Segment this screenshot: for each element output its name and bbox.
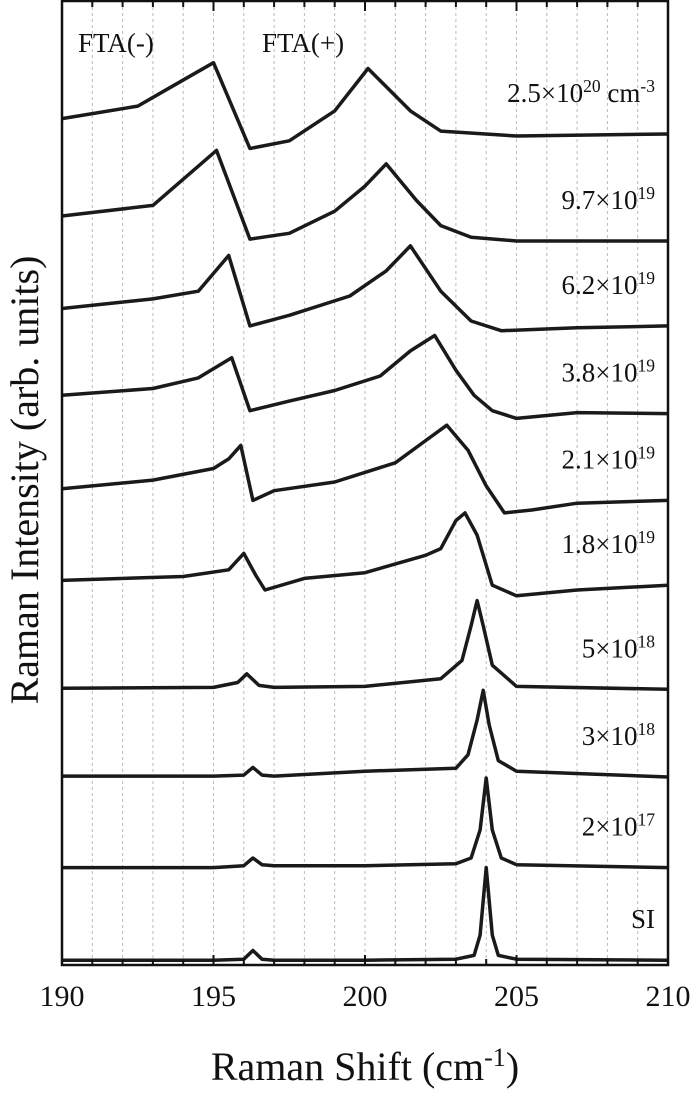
series-label: 3×1018 [582,719,656,751]
annotation: FTA(+) [262,28,344,58]
text-part: ) [506,1044,519,1089]
text-part: 2.5×10 [507,78,583,108]
y-axis-title: Raman Intensity (arb. units) [2,256,47,705]
series-label: 6.2×1019 [561,268,655,300]
superscript: 18 [637,631,655,651]
series-label: 5×1018 [582,631,656,663]
spectrum-line [62,776,669,870]
text-part: 2×10 [582,812,638,842]
ticks: 190 195 200 205 210 [40,1,691,1013]
spectra [61,60,669,962]
series-label: SI [631,904,655,934]
spectrum-line [61,511,669,598]
superscript: 19 [637,356,655,376]
spectrum-line [61,598,669,692]
x-tick-label: 190 [40,980,85,1013]
superscript: 20 [583,76,601,96]
superscript: 19 [637,527,655,547]
superscript: 19 [637,442,655,462]
text-part: cm [601,78,641,108]
text-part: Raman Shift (cm [211,1044,484,1089]
text-part: 5×10 [582,633,638,663]
annotation: FTA(-) [78,28,154,58]
x-tick-label: 205 [494,980,539,1013]
x-tick-label: 210 [646,980,691,1013]
series-label: 2.1×1019 [561,442,655,474]
grid [91,1,639,965]
text-part: 3×10 [582,721,638,751]
series-label: 3.8×1019 [561,356,655,388]
superscript: 18 [637,719,655,739]
spectrum-line [61,148,668,243]
spectrum-line [61,423,669,515]
x-axis-title: Raman Shift (cm-1) [211,1043,519,1090]
spectrum-line [62,688,669,779]
series-label: 2×1017 [582,810,656,842]
text-part: 6.2×10 [561,270,637,300]
text-part: 2.1×10 [561,444,637,474]
superscript: 19 [637,268,655,288]
superscript: -3 [640,76,655,96]
text-part: SI [631,904,655,934]
x-tick-label: 200 [343,980,388,1013]
series-labels: 2.5×1020 cm-39.7×10196.2×10193.8×10192.1… [507,76,655,934]
series-label: 1.8×1019 [561,527,655,559]
x-tick-label: 195 [191,980,236,1013]
superscript: -1 [484,1043,506,1072]
spectrum-line [61,333,669,421]
series-label: 9.7×1019 [561,183,655,215]
spectrum-line [61,244,669,333]
text-part: 9.7×10 [561,185,637,215]
spectrum-line [61,60,669,151]
text-part: 1.8×10 [561,529,637,559]
superscript: 17 [637,810,655,830]
superscript: 19 [637,183,655,203]
text-part: 3.8×10 [561,358,637,388]
series-label: 2.5×1020 cm-3 [507,76,655,108]
